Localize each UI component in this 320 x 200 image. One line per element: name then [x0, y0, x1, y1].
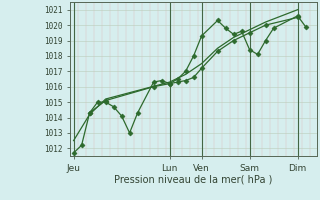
X-axis label: Pression niveau de la mer( hPa ): Pression niveau de la mer( hPa )	[115, 174, 273, 184]
